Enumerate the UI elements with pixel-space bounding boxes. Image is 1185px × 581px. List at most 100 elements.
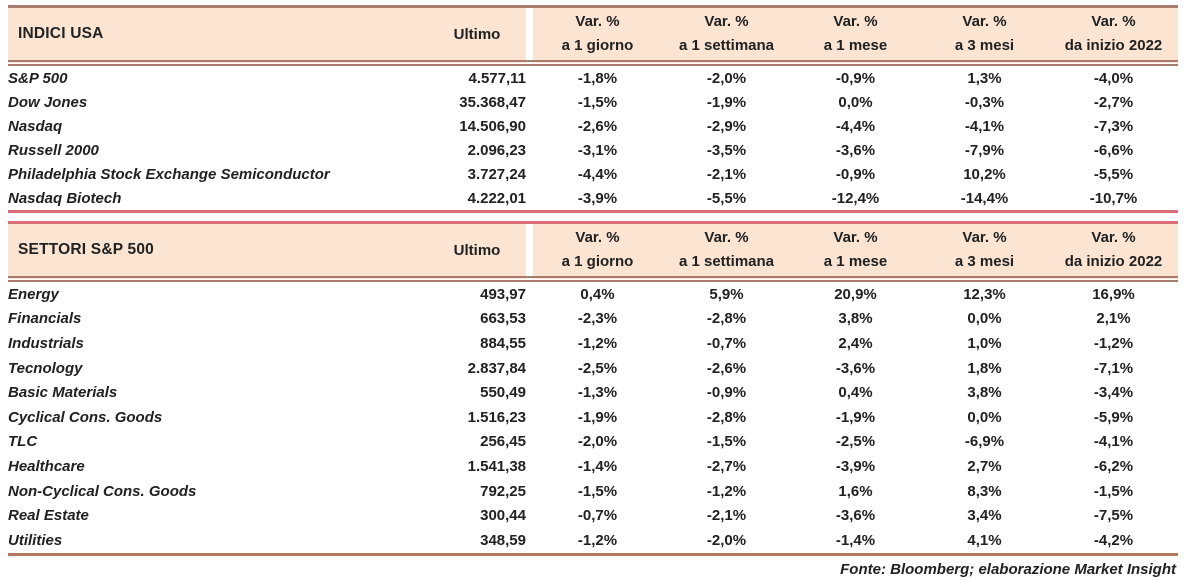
row-spacer bbox=[526, 503, 533, 528]
row-var-value: 1,8% bbox=[967, 359, 1002, 377]
row-var-value: -5,5% bbox=[706, 189, 747, 207]
column-header-var-line2: a 1 settimana bbox=[678, 253, 775, 270]
column-header-var-line1: Var. % bbox=[1091, 229, 1136, 246]
table-title: INDICI USA bbox=[8, 8, 428, 66]
row-var-value: -1,2% bbox=[706, 482, 747, 500]
row-var-value: -6,2% bbox=[1093, 457, 1134, 475]
row-name: Cyclical Cons. Goods bbox=[8, 408, 163, 426]
row-var-value: 3,8% bbox=[967, 384, 1002, 402]
row-spacer bbox=[526, 479, 533, 504]
row-var-value: -1,2% bbox=[577, 334, 618, 352]
row-spacer bbox=[526, 186, 533, 210]
table-row: Energy 493,97 0,4% 5,9% 20,9% 12,3% 16,9% bbox=[8, 279, 1178, 307]
row-var-value: -14,4% bbox=[960, 189, 1009, 207]
column-header-var: Var. % a 1 mese bbox=[791, 8, 920, 66]
row-var-value: 1,0% bbox=[967, 334, 1002, 352]
column-header-var-line2: a 3 mesi bbox=[954, 253, 1015, 270]
row-var-value: -1,4% bbox=[835, 531, 876, 549]
row-name: Healthcare bbox=[8, 457, 85, 475]
row-name: Utilities bbox=[8, 531, 63, 549]
row-var-value: 0,0% bbox=[967, 408, 1002, 426]
row-name: Philadelphia Stock Exchange Semiconducto… bbox=[8, 165, 330, 183]
row-var-value: -7,3% bbox=[1093, 117, 1134, 135]
row-var-value: -2,9% bbox=[706, 117, 747, 135]
column-header-var-line2: a 1 mese bbox=[823, 37, 888, 54]
table-row: Non-Cyclical Cons. Goods 792,25 -1,5% -1,2%… bbox=[8, 479, 1178, 504]
column-header-var-line1: Var. % bbox=[704, 13, 749, 30]
column-header-var-line2: a 1 giorno bbox=[561, 253, 634, 270]
header-row: SETTORI S&P 500 Ultimo Var. % a 1 giorno Var… bbox=[8, 224, 1178, 282]
row-var-value: -2,8% bbox=[706, 408, 747, 426]
row-var-value: -2,5% bbox=[835, 433, 876, 451]
row-var-value: -1,5% bbox=[706, 433, 747, 451]
header-spacer bbox=[526, 8, 533, 66]
row-name: Tecnology bbox=[8, 359, 83, 377]
row-var-value: 2,7% bbox=[967, 457, 1002, 475]
row-var-value: -1,2% bbox=[577, 531, 618, 549]
row-ultimo-value: 300,44 bbox=[480, 507, 526, 525]
row-spacer bbox=[526, 454, 533, 479]
table-row: Basic Materials 550,49 -1,3% -0,9% 0,4% 3,8% -… bbox=[8, 380, 1178, 405]
row-var-value: -2,6% bbox=[577, 117, 618, 135]
row-var-value: 2,4% bbox=[838, 334, 873, 352]
column-header-var-line2: a 3 mesi bbox=[954, 37, 1015, 54]
row-var-value: -5,5% bbox=[1093, 165, 1134, 183]
row-spacer bbox=[526, 380, 533, 405]
row-var-value: 16,9% bbox=[1092, 285, 1135, 303]
table-row: Industrials 884,55 -1,2% -0,7% 2,4% 1,0% -1,2% bbox=[8, 331, 1178, 356]
table-row: Nasdaq Biotech 4.222,01 -3,9% -5,5% -12,4% -1… bbox=[8, 186, 1178, 210]
source-credit: Fonte: Bloomberg; elaborazione Market In… bbox=[840, 560, 1176, 578]
row-ultimo-value: 493,97 bbox=[480, 285, 526, 303]
indici-usa-table: INDICI USA Ultimo Var. % a 1 giorno Var. % a … bbox=[8, 5, 1178, 213]
column-header-var-line1: Var. % bbox=[1091, 13, 1136, 30]
row-spacer bbox=[526, 356, 533, 381]
row-name: Russell 2000 bbox=[8, 141, 99, 159]
column-header-var-line1: Var. % bbox=[575, 13, 620, 30]
row-ultimo-value: 884,55 bbox=[480, 334, 526, 352]
row-var-value: -2,0% bbox=[706, 69, 747, 87]
column-header-var: Var. % a 1 giorno bbox=[533, 224, 662, 282]
row-var-value: -2,1% bbox=[706, 165, 747, 183]
row-spacer bbox=[526, 114, 533, 138]
column-header-var-line2: a 1 giorno bbox=[561, 37, 634, 54]
row-var-value: 0,0% bbox=[838, 93, 873, 111]
row-spacer bbox=[526, 307, 533, 332]
row-var-value: -2,7% bbox=[1093, 93, 1134, 111]
row-spacer bbox=[526, 162, 533, 186]
column-header-ultimo: Ultimo bbox=[428, 8, 526, 66]
row-ultimo-value: 14.506,90 bbox=[459, 117, 526, 135]
row-var-value: -6,6% bbox=[1093, 141, 1134, 159]
row-name: TLC bbox=[8, 433, 38, 451]
column-header-var-line2: da inizio 2022 bbox=[1064, 37, 1163, 54]
header-spacer bbox=[526, 224, 533, 282]
column-header-var-line1: Var. % bbox=[704, 229, 749, 246]
column-header-var: Var. % a 1 settimana bbox=[662, 224, 791, 282]
row-ultimo-value: 550,49 bbox=[480, 384, 526, 402]
column-header-var: Var. % a 1 giorno bbox=[533, 8, 662, 66]
row-spacer bbox=[526, 279, 533, 307]
row-var-value: 8,3% bbox=[967, 482, 1002, 500]
table-row: TLC 256,45 -2,0% -1,5% -2,5% -6,9% -4,1% bbox=[8, 430, 1178, 455]
row-var-value: -3,9% bbox=[835, 457, 876, 475]
financial-table: SETTORI S&P 500 Ultimo Var. % a 1 giorno Var… bbox=[8, 224, 1178, 553]
row-var-value: -12,4% bbox=[831, 189, 880, 207]
row-var-value: -10,7% bbox=[1089, 189, 1138, 207]
column-header-var: Var. % a 3 mesi bbox=[920, 8, 1049, 66]
row-var-value: 12,3% bbox=[963, 285, 1006, 303]
column-header-var: Var. % a 1 settimana bbox=[662, 8, 791, 66]
row-var-value: -2,8% bbox=[706, 310, 747, 328]
table-row: Nasdaq 14.506,90 -2,6% -2,9% -4,4% -4,1% -7,3% bbox=[8, 114, 1178, 138]
row-var-value: -7,1% bbox=[1093, 359, 1134, 377]
table-row: Tecnology 2.837,84 -2,5% -2,6% -3,6% 1,8% -7,1… bbox=[8, 356, 1178, 381]
row-name: Dow Jones bbox=[8, 93, 88, 111]
row-var-value: -4,4% bbox=[835, 117, 876, 135]
column-header-var: Var. % a 1 mese bbox=[791, 224, 920, 282]
column-header-var-line1: Var. % bbox=[962, 13, 1007, 30]
table-row: Utilities 348,59 -1,2% -2,0% -1,4% 4,1% -4,2% bbox=[8, 528, 1178, 553]
row-var-value: -1,5% bbox=[577, 482, 618, 500]
row-ultimo-value: 3.727,24 bbox=[467, 165, 526, 183]
row-ultimo-value: 4.222,01 bbox=[467, 189, 526, 207]
row-var-value: 5,9% bbox=[709, 285, 744, 303]
row-var-value: -3,9% bbox=[577, 189, 618, 207]
